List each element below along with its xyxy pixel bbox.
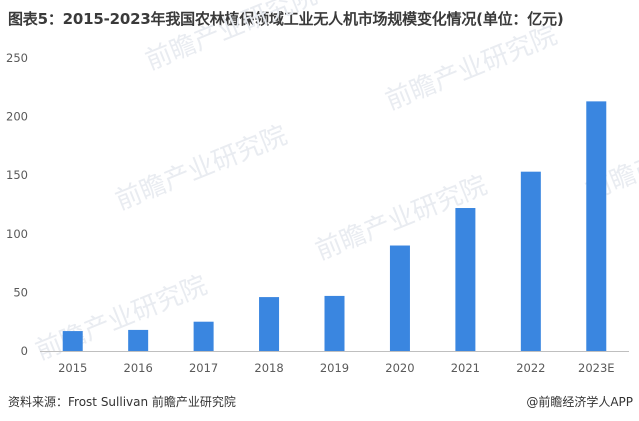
x-tick-label: 2015 [58, 361, 87, 375]
x-tick-label: 2016 [124, 361, 153, 375]
bar-2017 [193, 321, 214, 351]
x-tick-label: 2021 [451, 361, 480, 375]
chart-title: 图表5：2015-2023年我国农林植保领域工业无人机市场规模变化情况(单位：亿… [8, 10, 564, 28]
x-axis-ticks: 2015 2016 2017 2018 2019 2020 2021 2022 2023E [58, 361, 614, 375]
y-tick-label: 100 [6, 227, 28, 241]
y-axis-ticks: 0 50 100 150 200 250 [6, 51, 28, 358]
bar-2015 [62, 331, 83, 351]
bar-2020 [389, 245, 410, 351]
bar-2022 [520, 171, 541, 351]
bar-2018 [259, 297, 280, 351]
x-tick-label: 2020 [385, 361, 414, 375]
y-tick-label: 150 [6, 168, 28, 182]
watermark-text: 前瞻产业研究院 [141, 0, 321, 76]
y-tick-label: 250 [6, 51, 28, 65]
x-tick-label: 2022 [516, 361, 545, 375]
bar-2021 [455, 208, 476, 351]
x-tick-label: 2023E [578, 361, 615, 375]
x-tick-label: 2017 [189, 361, 218, 375]
bars-layer [62, 101, 607, 351]
x-tick-label: 2019 [320, 361, 349, 375]
bar-2023E [586, 101, 607, 351]
source-note: 资料来源：Frost Sullivan 前瞻产业研究院 [8, 395, 236, 409]
bar-2019 [324, 295, 345, 351]
y-tick-label: 200 [6, 110, 28, 124]
watermark-text: 前瞻产业研究院 [31, 270, 211, 366]
brand-credit: @前瞻经济学人APP [526, 395, 633, 409]
y-tick-label: 50 [13, 285, 28, 299]
bar-2016 [128, 329, 149, 351]
x-tick-label: 2018 [254, 361, 283, 375]
y-tick-label: 0 [21, 344, 28, 358]
watermark-text: 前瞻产业研究院 [381, 20, 561, 116]
watermark-text: 前瞻产业研究院 [111, 120, 291, 216]
